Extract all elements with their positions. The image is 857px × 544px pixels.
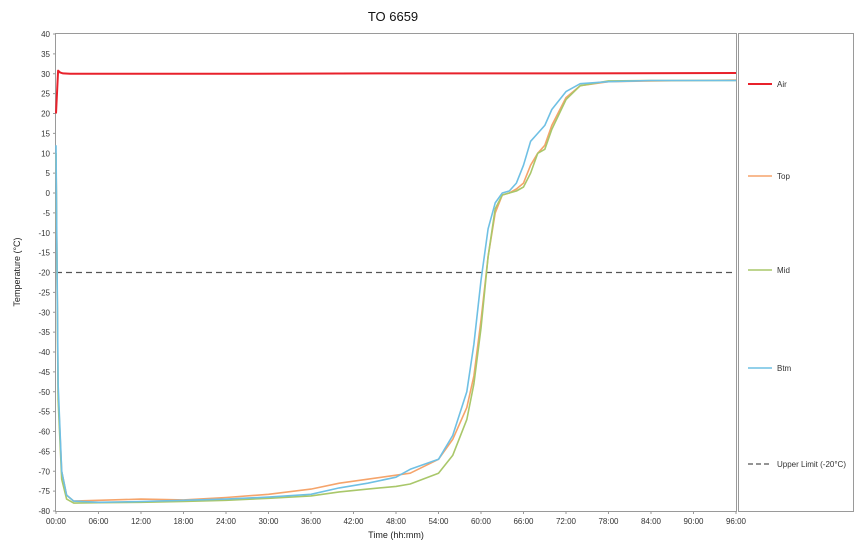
x-tick-label: 72:00 [556, 517, 577, 526]
legend-label-btm: Btm [777, 364, 792, 373]
y-tick-label: -45 [38, 368, 50, 377]
y-tick-label: 30 [41, 70, 50, 79]
x-axis-title: Time (hh:mm) [368, 530, 424, 540]
y-axis-ticks: 40 35 30 25 20 15 10 5 0 -5 -10 -15 -20 -25 -30 -35 -40 -… [38, 30, 56, 516]
legend-label-top: Top [777, 172, 790, 181]
x-tick-label: 84:00 [641, 517, 662, 526]
x-tick-label: 36:00 [301, 517, 322, 526]
x-axis-ticks: 00:00 06:00 12:00 18:00 24:00 30:00 36:00 42:00… [46, 511, 747, 526]
series-line-btm [55, 79, 736, 504]
x-tick-label: 12:00 [131, 517, 152, 526]
series-line-top [55, 79, 737, 502]
y-tick-label: -80 [38, 507, 50, 516]
x-tick-label: 18:00 [173, 517, 194, 526]
y-tick-label: 25 [41, 90, 50, 99]
legend: Air Top Mid Btm Upper Limit (-20°C) [748, 80, 846, 469]
legend-label-air: Air [777, 80, 787, 89]
y-axis-title: Temperature (°C) [12, 237, 22, 306]
x-tick-label: 66:00 [513, 517, 534, 526]
series-line-air [55, 69, 737, 114]
x-tick-label: 24:00 [216, 517, 237, 526]
y-tick-label: -35 [38, 328, 50, 337]
y-tick-label: 40 [41, 30, 50, 39]
y-tick-label: 15 [41, 129, 50, 138]
legend-box [738, 33, 854, 512]
y-tick-label: -65 [38, 447, 50, 456]
y-tick-label: -20 [38, 269, 50, 278]
y-tick-label: -15 [38, 249, 50, 258]
x-tick-label: 90:00 [683, 517, 704, 526]
x-tick-label: 78:00 [598, 517, 619, 526]
x-tick-label: 54:00 [428, 517, 449, 526]
y-tick-label: -40 [38, 348, 50, 357]
y-tick-label: -55 [38, 408, 50, 417]
x-tick-label: 48:00 [386, 517, 407, 526]
x-tick-label: 06:00 [88, 517, 109, 526]
x-tick-label: 60:00 [471, 517, 492, 526]
y-tick-label: -70 [38, 467, 50, 476]
y-tick-label: 5 [46, 169, 51, 178]
y-tick-label: -25 [38, 288, 50, 297]
legend-label-upper-limit-20-c: Upper Limit (-20°C) [777, 460, 846, 469]
y-tick-label: -10 [38, 229, 50, 238]
x-tick-label: 96:00 [726, 517, 747, 526]
y-tick-label: -60 [38, 428, 50, 437]
x-tick-label: 42:00 [343, 517, 364, 526]
y-tick-label: 0 [46, 189, 51, 198]
y-tick-label: -75 [38, 487, 50, 496]
series-layer [55, 69, 737, 504]
chart-title: TO 6659 [368, 9, 418, 24]
x-tick-label: 00:00 [46, 517, 67, 526]
x-tick-label: 30:00 [258, 517, 279, 526]
y-tick-label: 35 [41, 50, 50, 59]
legend-label-mid: Mid [777, 266, 790, 275]
y-tick-label: -50 [38, 388, 50, 397]
y-tick-label: 20 [41, 110, 50, 119]
y-tick-label: 10 [41, 149, 50, 158]
y-tick-label: -5 [43, 209, 51, 218]
y-tick-label: -30 [38, 308, 50, 317]
